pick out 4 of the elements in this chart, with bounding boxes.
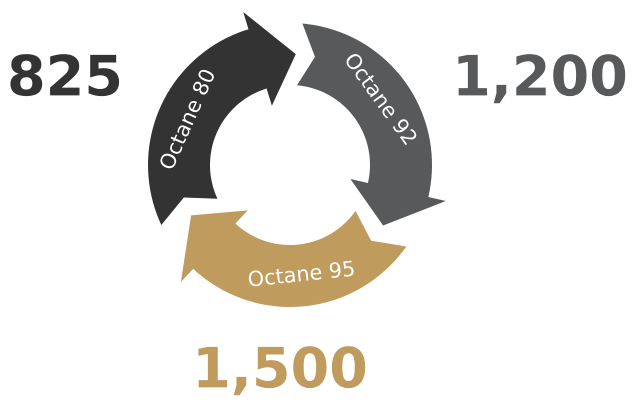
- data-label: 1,500: [198, 346, 366, 396]
- data-label: 1,200: [458, 54, 626, 104]
- category-label: Octane 95: [248, 260, 354, 287]
- data-label: 825: [10, 54, 120, 96]
